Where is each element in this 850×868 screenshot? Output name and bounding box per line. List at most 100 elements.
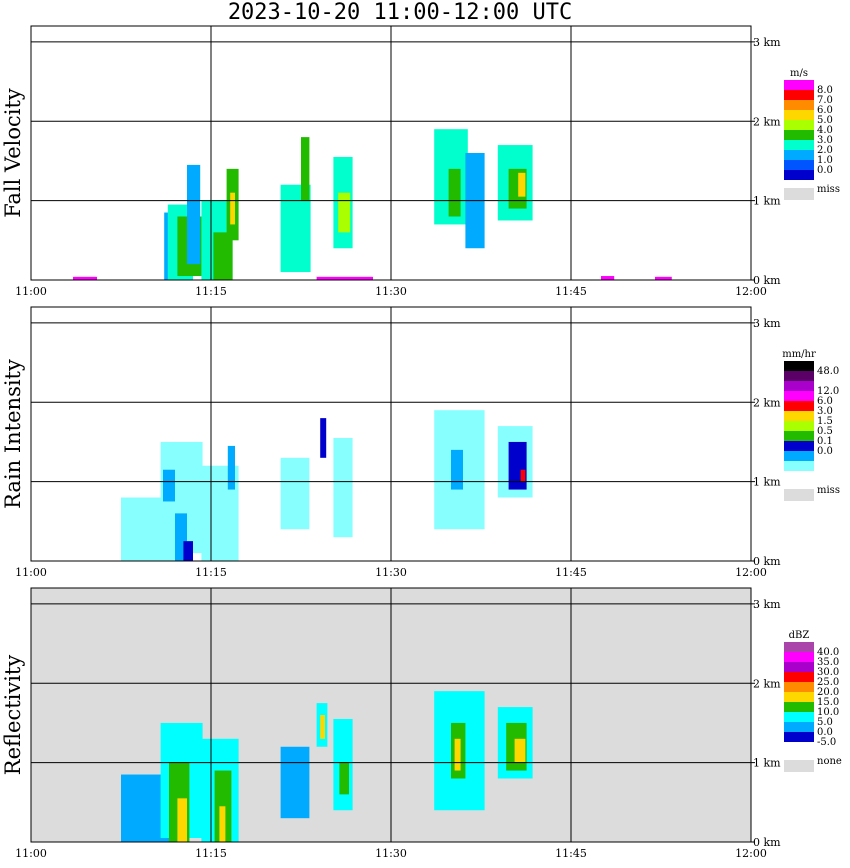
colorbar-label: 0.0 <box>817 165 833 176</box>
colorbar-swatch <box>784 732 814 742</box>
colorbar-swatch <box>784 672 814 682</box>
colorbar-label: 20.0 <box>817 687 839 698</box>
x-tick-label: 11:30 <box>375 566 407 579</box>
y-tick-label: 0 km <box>753 274 781 287</box>
colorbar-label: 0.5 <box>817 426 833 437</box>
colorbar-label: 35.0 <box>817 657 839 668</box>
colorbar-swatch <box>784 411 814 421</box>
data-cell <box>316 276 373 280</box>
x-tick-label: 11:45 <box>555 847 587 860</box>
y-tick-label: 2 km <box>753 677 781 690</box>
colorbar-missing-swatch <box>784 489 814 501</box>
colorbar-swatch <box>784 682 814 692</box>
colorbar-label: 3.0 <box>817 406 833 417</box>
colorbar-label: 30.0 <box>817 667 839 678</box>
data-cell <box>163 469 175 502</box>
rain-intensity-panel: 0 km 1 km 2 km 3 km 11:00 11:15 11:30 11:45 12:0… <box>1 306 840 579</box>
x-tick-label: 11:45 <box>555 566 587 579</box>
data-cell <box>514 738 526 763</box>
colorbar-missing-swatch <box>784 760 814 772</box>
data-cell <box>451 449 463 490</box>
colorbar-label: 7.0 <box>817 95 833 106</box>
colorbar-swatch <box>784 170 814 180</box>
colorbar-swatch <box>784 90 814 100</box>
x-tick-label: 11:15 <box>195 847 227 860</box>
y-tick-label: 2 km <box>753 115 781 128</box>
data-cell <box>448 168 461 217</box>
colorbar-swatch <box>784 371 814 381</box>
plot-frame <box>30 587 752 843</box>
colorbar-swatch <box>784 421 814 431</box>
data-cell <box>183 541 193 561</box>
data-cell <box>338 192 351 233</box>
colorbar-swatch <box>784 652 814 662</box>
colorbar-swatch <box>784 120 814 130</box>
x-tick-label: 11:00 <box>15 285 47 298</box>
y-tick-label: 3 km <box>753 598 781 611</box>
colorbar-label: 5.0 <box>817 717 833 728</box>
colorbar-swatch <box>784 712 814 722</box>
data-cell <box>177 798 187 842</box>
colorbar-label: 8.0 <box>817 85 833 96</box>
data-cell <box>301 137 310 201</box>
colorbar-unit: dBZ <box>789 630 810 641</box>
data-cell <box>230 192 235 225</box>
data-cell <box>339 762 349 795</box>
data-cell <box>320 418 327 458</box>
colorbar-swatch <box>784 140 814 150</box>
x-tick-label: 11:30 <box>375 847 407 860</box>
colorbar-label: 25.0 <box>817 677 839 688</box>
data-cell <box>213 232 233 280</box>
data-cell <box>518 172 526 197</box>
colorbar-missing-label: miss <box>817 184 840 195</box>
colorbar-swatch <box>784 692 814 702</box>
colorbar-swatch <box>784 80 814 90</box>
colorbar-swatch <box>784 642 814 652</box>
colorbar-label: 0.0 <box>817 727 833 738</box>
colorbar-swatch <box>784 662 814 672</box>
y-axis-title: Fall Velocity <box>1 88 25 218</box>
data-cell <box>280 746 310 819</box>
colorbar-missing-label: none <box>817 756 842 767</box>
colorbar-swatch <box>784 441 814 451</box>
colorbar-label: 0.1 <box>817 436 833 447</box>
x-tick-label: 11:15 <box>195 566 227 579</box>
data-cell <box>187 164 201 265</box>
colorbar-swatch <box>784 702 814 712</box>
y-tick-label: 3 km <box>753 317 781 330</box>
colorbar-swatch <box>784 130 814 140</box>
colorbar-swatch <box>784 150 814 160</box>
data-cell <box>520 469 526 482</box>
colorbar-label: 4.0 <box>817 125 833 136</box>
y-tick-label: 1 km <box>753 476 781 489</box>
colorbar-label: 12.0 <box>817 386 839 397</box>
colorbar-swatch <box>784 451 814 461</box>
colorbar-label: 5.0 <box>817 115 833 126</box>
y-tick-label: 3 km <box>753 36 781 49</box>
data-cell <box>219 806 226 842</box>
y-axis-title: Rain Intensity <box>1 359 25 509</box>
colorbar-missing-swatch <box>784 188 814 200</box>
colorbar-unit: m/s <box>790 68 808 79</box>
data-cell <box>655 276 672 280</box>
colorbar-swatch <box>784 742 814 752</box>
data-cell <box>280 457 310 530</box>
colorbar-missing-label: miss <box>817 485 840 496</box>
x-tick-label: 12:00 <box>735 566 767 579</box>
data-cell <box>227 445 235 490</box>
x-tick-label: 12:00 <box>735 847 767 860</box>
x-tick-label: 12:00 <box>735 285 767 298</box>
colorbar-swatch <box>784 461 814 471</box>
colorbar-label: 40.0 <box>817 647 839 658</box>
colorbar-label: 10.0 <box>817 707 839 718</box>
colorbar-unit: mm/hr <box>782 349 816 360</box>
data-cell <box>508 441 527 490</box>
data-cell <box>333 437 353 538</box>
x-tick-label: 11:45 <box>555 285 587 298</box>
colorbar-label: 1.0 <box>817 155 833 166</box>
y-axis-title: Reflectivity <box>1 655 25 776</box>
colorbar-swatch <box>784 722 814 732</box>
colorbar-label: 6.0 <box>817 396 833 407</box>
colorbar-swatch <box>784 431 814 441</box>
plot-frame <box>30 306 752 562</box>
